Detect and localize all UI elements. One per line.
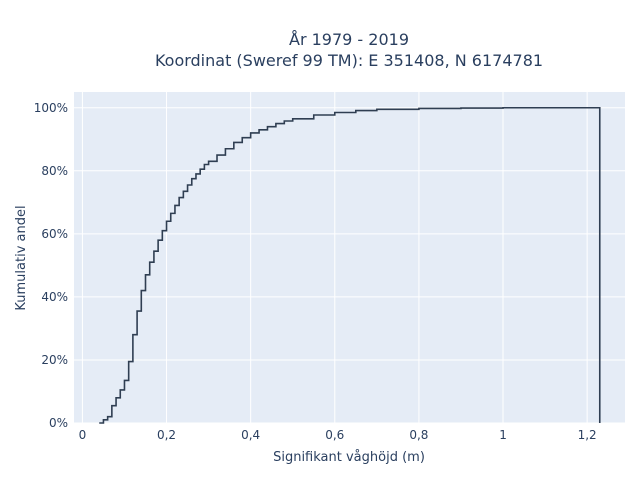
x-tick-label: 0,8 (409, 428, 428, 442)
x-tick-label: 0,4 (241, 428, 260, 442)
x-tick-label: 0,6 (325, 428, 344, 442)
chart-title-line1: År 1979 - 2019 (289, 30, 409, 49)
cdf-series (99, 106, 601, 424)
x-tick-label: 1,2 (578, 428, 597, 442)
y-tick-label: 20% (41, 353, 68, 367)
cdf-step-line (99, 106, 601, 424)
y-tick-label: 60% (41, 227, 68, 241)
x-axis-title: Signifikant våghöjd (m) (273, 450, 425, 465)
x-tick-label: 0,2 (157, 428, 176, 442)
y-tick-label: 80% (41, 164, 68, 178)
y-axis-title: Kumulativ andel (14, 205, 29, 310)
chart-title-line2: Koordinat (Sweref 99 TM): E 351408, N 61… (155, 51, 543, 70)
tick-labels: 0 0,2 0,4 0,6 0,8 1 1,2 0% 20% 40% 60% 80% 100% (34, 101, 597, 442)
y-tick-label: 0% (49, 416, 68, 430)
x-tick-label: 1 (499, 428, 507, 442)
x-tick-label: 0 (79, 428, 87, 442)
plot-area (74, 92, 625, 423)
y-tick-label: 40% (41, 290, 68, 304)
y-tick-label: 100% (34, 101, 68, 115)
